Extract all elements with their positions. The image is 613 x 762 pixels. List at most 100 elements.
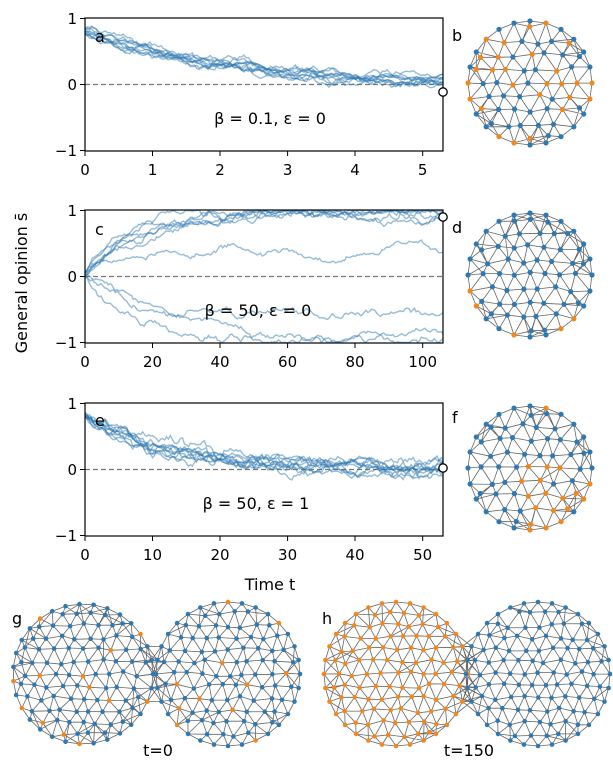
node-orange xyxy=(544,81,550,87)
node-blue xyxy=(541,300,547,306)
node-blue xyxy=(49,734,55,740)
node-blue xyxy=(527,299,533,305)
node-blue xyxy=(581,49,587,55)
node-blue xyxy=(467,481,473,487)
node-blue xyxy=(595,711,601,717)
node-blue xyxy=(183,622,189,628)
network-d xyxy=(465,210,595,340)
node-blue xyxy=(467,64,473,70)
panel-e: e β = 50, ε = 1 0 10 20 30 40 50 1 0 −1 xyxy=(55,395,448,564)
node-blue xyxy=(281,647,286,653)
node-blue xyxy=(214,674,219,679)
node-orange xyxy=(370,657,376,662)
node-orange xyxy=(441,681,447,687)
node-blue xyxy=(527,403,533,409)
node-blue xyxy=(517,609,522,614)
node-blue xyxy=(138,711,143,717)
node-blue xyxy=(477,672,483,678)
node-blue xyxy=(18,681,24,687)
node-orange xyxy=(510,82,516,88)
node-blue xyxy=(200,671,205,676)
node-blue xyxy=(117,612,123,617)
y-tick-label: −1 xyxy=(55,142,77,160)
node-blue xyxy=(502,635,507,641)
node-blue xyxy=(59,633,65,639)
node-blue xyxy=(497,271,503,277)
node-blue xyxy=(495,611,501,617)
node-blue xyxy=(528,412,534,418)
y-ticks: 1 0 −1 xyxy=(55,395,85,545)
node-blue xyxy=(556,731,561,737)
node-blue xyxy=(571,509,577,515)
node-orange xyxy=(407,742,413,747)
node-blue xyxy=(534,257,540,263)
node-blue xyxy=(511,106,518,112)
node-blue xyxy=(72,637,77,642)
node-blue xyxy=(206,682,212,687)
network-edges xyxy=(13,601,301,747)
y-axis-label: General opinion s̄ xyxy=(12,213,31,353)
node-orange xyxy=(339,649,345,655)
network-edges xyxy=(467,20,593,146)
node-orange xyxy=(343,661,348,667)
node-blue xyxy=(77,601,82,607)
annotation: β = 0.1, ε = 0 xyxy=(214,109,326,128)
node-blue xyxy=(602,644,607,649)
node-blue xyxy=(589,272,595,278)
node-orange xyxy=(378,670,383,676)
node-blue xyxy=(50,623,56,628)
node-orange xyxy=(321,671,327,677)
node-blue xyxy=(521,68,527,74)
node-orange xyxy=(443,706,448,711)
node-blue xyxy=(549,695,554,701)
node-blue xyxy=(581,303,587,309)
node-orange xyxy=(433,697,439,702)
node-orange xyxy=(225,599,231,605)
node-orange xyxy=(415,710,421,716)
node-orange xyxy=(401,610,407,616)
x-tick-label: 40 xyxy=(345,546,364,564)
node-blue xyxy=(500,705,505,711)
node-orange xyxy=(333,711,339,717)
x-tick-label: 10 xyxy=(143,546,162,564)
node-blue xyxy=(529,682,535,688)
node-blue xyxy=(586,722,592,728)
node-blue xyxy=(489,284,495,290)
node-blue xyxy=(506,648,512,654)
node-orange xyxy=(342,722,348,728)
node-blue xyxy=(527,18,533,24)
node-blue xyxy=(535,41,541,47)
node-blue xyxy=(80,646,86,651)
node-blue xyxy=(497,301,503,307)
node-blue xyxy=(234,659,240,665)
node-blue xyxy=(246,730,251,736)
node-blue xyxy=(528,438,534,444)
node-blue xyxy=(270,648,275,654)
node-blue xyxy=(101,657,106,662)
node-blue xyxy=(541,244,547,250)
node-blue xyxy=(51,646,57,651)
node-orange xyxy=(495,54,501,60)
node-orange xyxy=(253,738,258,743)
node-blue xyxy=(508,738,513,743)
node-orange xyxy=(392,720,398,726)
node-blue xyxy=(522,451,528,457)
node-blue xyxy=(95,697,100,703)
node-blue xyxy=(60,611,65,617)
node-blue xyxy=(551,670,556,675)
node-blue xyxy=(522,718,527,724)
series-group-a xyxy=(85,25,443,89)
node-orange xyxy=(366,605,371,610)
node-blue xyxy=(570,260,576,266)
node-blue xyxy=(581,450,587,456)
node-blue xyxy=(521,601,527,606)
node-blue xyxy=(220,681,225,687)
network-g xyxy=(11,599,303,749)
node-blue xyxy=(51,693,56,699)
node-blue xyxy=(88,636,93,642)
node-blue xyxy=(569,681,574,687)
node-blue xyxy=(543,633,549,639)
node-blue xyxy=(527,109,533,115)
node-orange xyxy=(174,682,179,687)
node-blue xyxy=(488,121,494,127)
